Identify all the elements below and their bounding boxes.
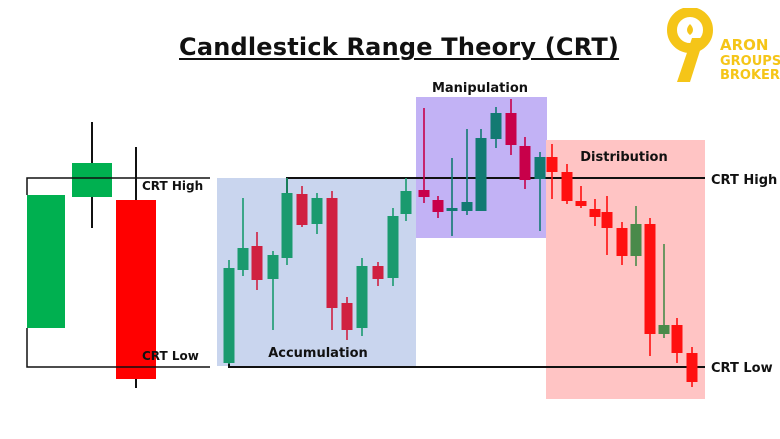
crt-low-label: CRT Low <box>711 361 773 376</box>
candle-bearish <box>372 266 384 279</box>
crt-low-line <box>228 363 705 368</box>
candle-bearish <box>432 200 444 212</box>
candle-bearish <box>644 224 656 334</box>
left-crt-high-label: CRT High <box>142 179 203 193</box>
candle-bearish <box>418 190 430 197</box>
diagram-title: Candlestick Range Theory (CRT) <box>179 33 620 61</box>
candle-bearish <box>296 194 308 225</box>
candle-bullish <box>311 198 323 224</box>
label-accumulation: Accumulation <box>268 346 368 361</box>
candle-bullish <box>400 191 412 214</box>
simple-candle-bear <box>116 200 156 379</box>
candle-bullish <box>223 268 235 363</box>
simple-crt-candles: CRT High CRT Low <box>26 122 210 388</box>
candle-bullish <box>534 157 546 179</box>
candle-bearish <box>251 246 263 280</box>
candle-bearish <box>575 201 587 206</box>
logo-text-aron: ARON <box>720 36 768 54</box>
candle-bullish <box>658 325 670 334</box>
candle-bearish <box>546 157 558 172</box>
candle-bullish <box>281 193 293 258</box>
label-distribution: Distribution <box>580 150 667 165</box>
candle-bearish <box>561 172 573 201</box>
price-candles <box>223 99 698 387</box>
candle-bullish <box>461 202 473 211</box>
aron-groups-logo: ARON GROUPS BROKER <box>667 8 780 83</box>
candle-bearish <box>519 146 531 180</box>
label-manipulation: Manipulation <box>432 81 528 96</box>
candle-bullish <box>630 224 642 256</box>
candle-bullish <box>490 113 502 139</box>
simple-candle-bull <box>72 163 112 197</box>
candle-bearish <box>341 303 353 330</box>
logo-nine-icon <box>667 8 713 82</box>
phase-labels: Accumulation Manipulation Distribution <box>268 81 668 361</box>
candle-bearish <box>505 113 517 145</box>
crt-high-label: CRT High <box>711 173 777 188</box>
candle-bearish <box>326 198 338 308</box>
crt-low-bracket <box>26 328 210 368</box>
candle-bullish <box>267 255 279 279</box>
candle-bullish <box>356 266 368 328</box>
candle-bullish <box>237 248 249 270</box>
candle-bearish <box>601 212 613 228</box>
candle-bullish <box>475 138 487 211</box>
candle-bearish <box>616 228 628 256</box>
logo-text-broker: BROKER <box>720 68 780 83</box>
candle-bullish <box>387 216 399 278</box>
candle-bearish <box>686 353 698 382</box>
candle-bearish <box>671 325 683 353</box>
crt-high-bracket <box>26 177 210 195</box>
logo-text-groups: GROUPS <box>720 54 780 69</box>
candle-bearish <box>589 209 601 217</box>
candle-bullish <box>446 208 458 211</box>
left-crt-low-label: CRT Low <box>142 349 199 363</box>
